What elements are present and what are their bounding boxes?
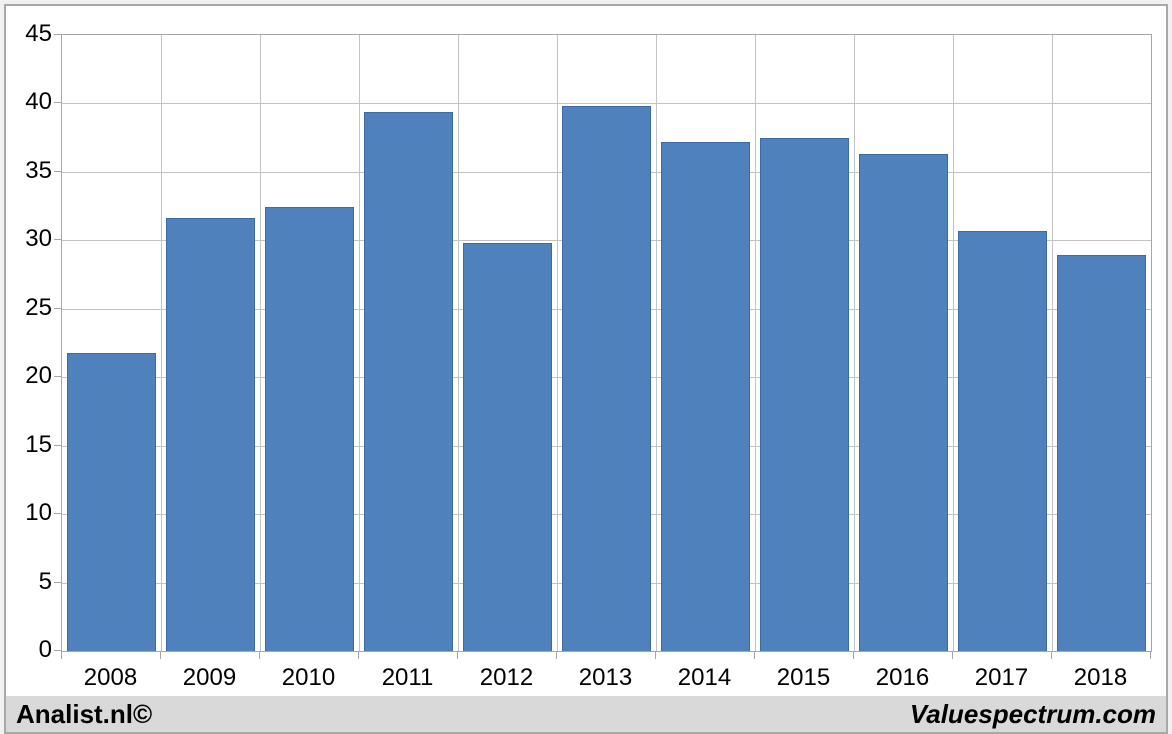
y-tick: [54, 34, 62, 35]
x-tick: [556, 651, 557, 659]
y-axis-label: 40: [25, 88, 52, 116]
gridline-v: [260, 35, 261, 651]
y-tick: [54, 444, 62, 446]
y-axis-label: 10: [25, 499, 52, 527]
x-axis-label: 2011: [381, 664, 434, 691]
gridline-v: [458, 35, 459, 651]
x-axis-label: 2008: [83, 664, 138, 691]
gridline-v: [755, 35, 756, 651]
x-tick: [655, 651, 656, 659]
x-tick: [952, 651, 953, 659]
x-axis-label: 2012: [479, 664, 534, 691]
x-tick: [853, 651, 854, 659]
footer: Analist.nl© Valuespectrum.com: [6, 696, 1166, 732]
x-axis-label: 2018: [1073, 664, 1128, 691]
y-axis-label: 30: [25, 225, 52, 253]
bar: [364, 111, 453, 651]
bar: [760, 137, 849, 651]
gridline-v: [161, 35, 162, 651]
x-tick: [160, 651, 161, 659]
y-tick: [54, 239, 62, 241]
x-axis-label: 2017: [974, 664, 1029, 691]
y-axis-label: 25: [25, 293, 52, 321]
bar: [1057, 255, 1146, 651]
y-axis-label: 15: [25, 430, 52, 458]
gridline-v: [854, 35, 855, 651]
y-tick: [54, 581, 62, 583]
gridline-v: [1052, 35, 1053, 651]
y-tick: [54, 376, 62, 378]
gridline-v: [656, 35, 657, 651]
bar: [661, 141, 750, 651]
y-tick: [54, 513, 62, 515]
gridline-v: [359, 35, 360, 651]
x-axis-label: 2014: [677, 664, 732, 691]
x-axis-label: 2010: [281, 664, 336, 691]
x-tick: [61, 651, 62, 659]
gridline-v: [953, 35, 954, 651]
chart-card: 0 5 10 15 20 25 30 35 40 45 2008 2009 2010 2011 2012 20…: [4, 4, 1168, 734]
x-tick: [259, 651, 260, 659]
gridline-v: [557, 35, 558, 651]
footer-brand-left: Analist.nl©: [16, 698, 153, 729]
y-tick: [54, 102, 62, 104]
gridline-h: [62, 103, 1151, 105]
y-axis-label: 0: [38, 636, 52, 663]
bar: [166, 218, 255, 651]
y-axis-label: 5: [38, 567, 52, 595]
x-axis-label: 2009: [182, 664, 237, 691]
bar: [265, 207, 354, 651]
x-tick: [1150, 651, 1151, 659]
x-tick: [457, 651, 458, 659]
y-tick: [54, 170, 62, 172]
y-tick: [54, 307, 62, 309]
x-axis-label: 2013: [578, 664, 633, 691]
x-tick: [358, 651, 359, 659]
x-tick: [1051, 651, 1052, 659]
bar: [463, 243, 552, 651]
y-axis-label: 45: [25, 20, 52, 47]
y-axis-label: 35: [25, 156, 52, 184]
bar: [562, 106, 651, 651]
y-axis-label: 20: [25, 362, 52, 390]
bar: [859, 154, 948, 651]
x-axis-label: 2015: [776, 664, 831, 691]
plot-area: [61, 34, 1152, 652]
bar: [958, 230, 1047, 651]
y-tick: [54, 650, 62, 651]
footer-brand-right: Valuespectrum.com: [909, 698, 1156, 729]
x-tick: [754, 651, 755, 659]
x-axis-label: 2016: [875, 664, 930, 691]
bar: [67, 352, 156, 651]
chart: 0 5 10 15 20 25 30 35 40 45 2008 2009 2010 2011 2012 20…: [6, 6, 1166, 696]
